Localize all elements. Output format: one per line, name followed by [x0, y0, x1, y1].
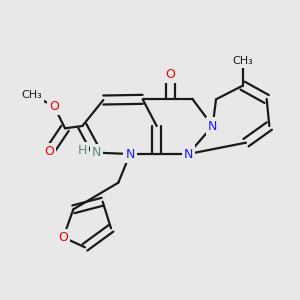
Text: CH₃: CH₃: [21, 90, 42, 100]
Text: O: O: [165, 68, 175, 80]
Text: N: N: [92, 146, 101, 159]
Text: CH₃: CH₃: [232, 56, 253, 66]
Text: N: N: [208, 119, 218, 133]
Text: N: N: [184, 148, 193, 160]
Text: O: O: [49, 100, 59, 112]
Text: O: O: [44, 145, 54, 158]
Text: O: O: [58, 231, 68, 244]
Text: N: N: [125, 148, 135, 160]
Text: H: H: [78, 144, 87, 157]
